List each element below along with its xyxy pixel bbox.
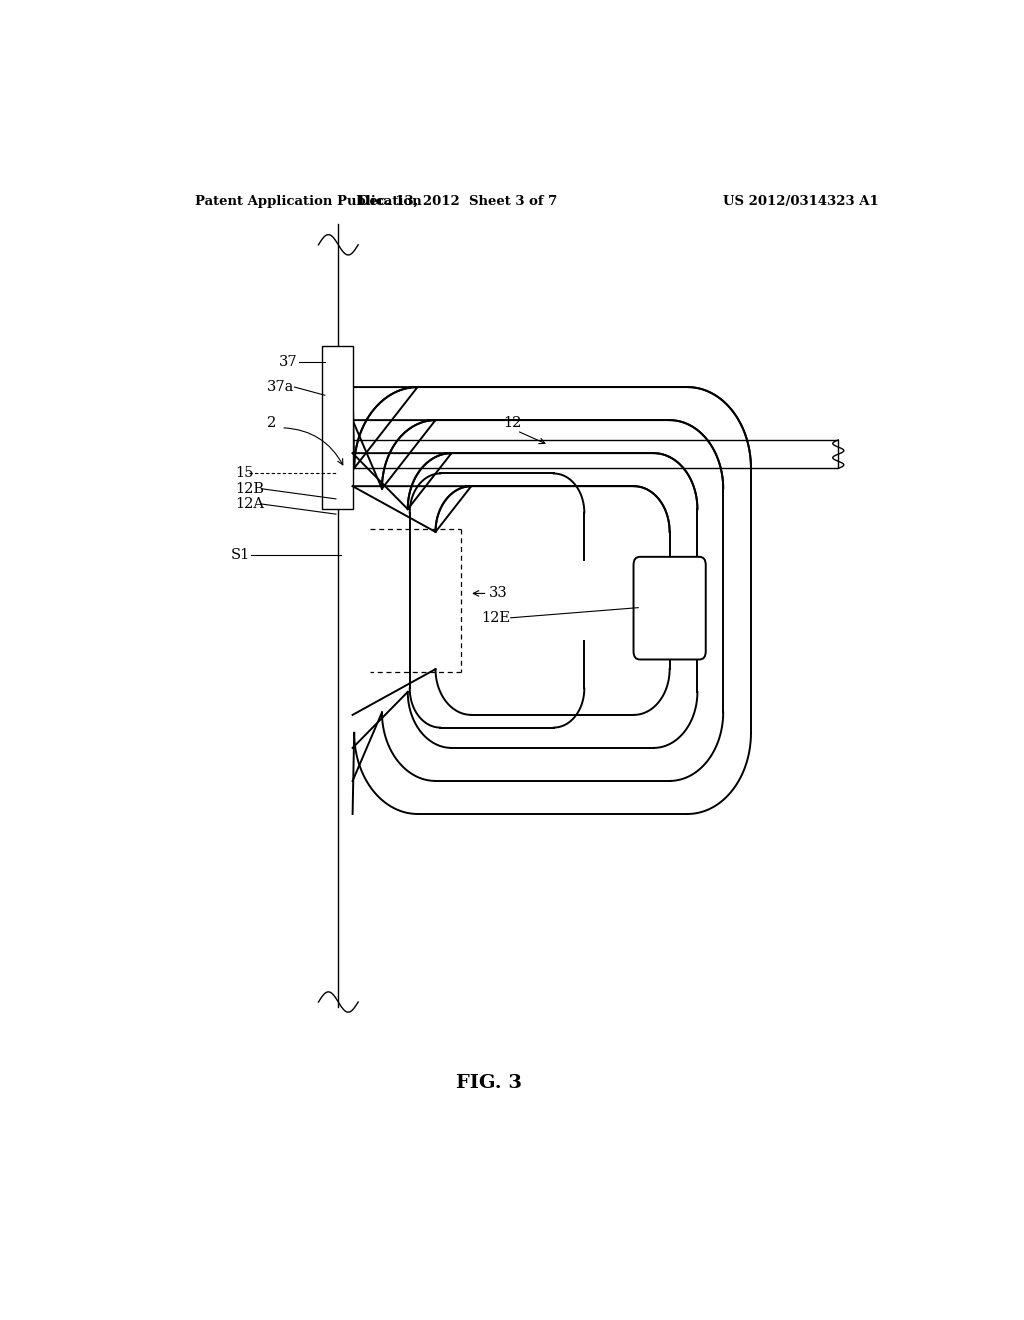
Text: 12A: 12A <box>236 496 264 511</box>
Text: 33: 33 <box>489 586 508 601</box>
Text: US 2012/0314323 A1: US 2012/0314323 A1 <box>723 194 879 207</box>
Text: 2: 2 <box>267 416 276 430</box>
FancyBboxPatch shape <box>634 557 706 660</box>
Text: 37: 37 <box>279 355 297 368</box>
Text: Patent Application Publication: Patent Application Publication <box>196 194 422 207</box>
Bar <box>323 346 352 510</box>
Text: 15: 15 <box>236 466 254 480</box>
Text: FIG. 3: FIG. 3 <box>456 1074 522 1093</box>
Text: Dec. 13, 2012  Sheet 3 of 7: Dec. 13, 2012 Sheet 3 of 7 <box>357 194 557 207</box>
Bar <box>342 440 839 469</box>
Text: 37a: 37a <box>267 380 294 395</box>
Text: 12E: 12E <box>481 611 510 624</box>
Text: 12: 12 <box>504 416 522 430</box>
Text: S1: S1 <box>231 548 251 562</box>
Text: 12B: 12B <box>236 482 264 496</box>
